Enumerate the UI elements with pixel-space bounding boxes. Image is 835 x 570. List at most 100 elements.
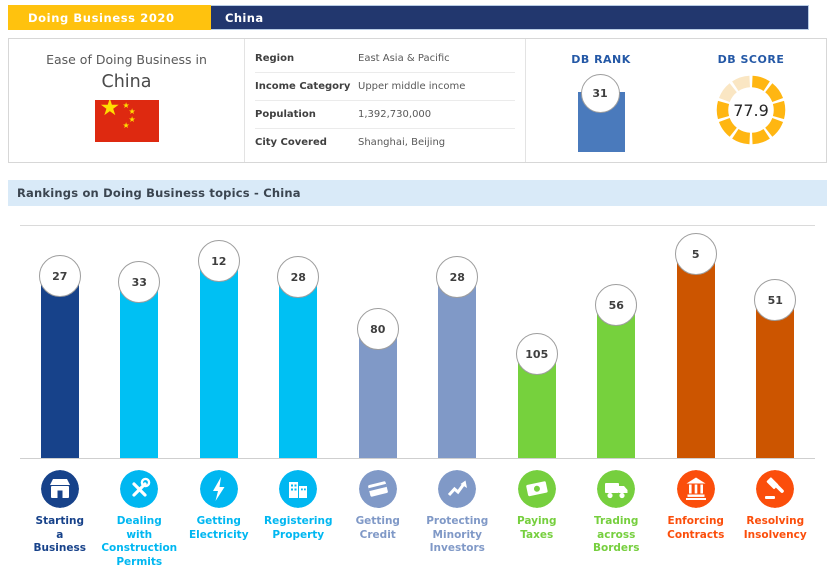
chart-column-getting-credit: 80 [338, 226, 418, 458]
donut-filled-segment [751, 128, 770, 145]
chart-column-dealing-with-construction-permits: 33 [100, 226, 180, 458]
chart-column-trading-across-borders: 56 [577, 226, 657, 458]
topic-label: Paying Taxes [516, 515, 557, 541]
china-flag: ★ ★ ★ ★ ★ [94, 100, 159, 142]
fact-label: Region [255, 53, 295, 64]
donut-filled-segment [751, 75, 770, 92]
economy-facts-table: Region East Asia & Pacific Income Category… [244, 39, 526, 162]
topic-resolving-insolvency[interactable]: Resolving Insolvency [736, 470, 816, 570]
fact-row: Region East Asia & Pacific [255, 45, 515, 73]
economy-summary-card: Ease of Doing Business in China ★ ★ ★ ★ … [8, 38, 827, 163]
credit-card-icon [358, 470, 397, 508]
rank-value-bubble: 105 [515, 333, 558, 375]
chart-column-enforcing-contracts: 5 [656, 226, 736, 458]
bolt-icon [199, 470, 238, 508]
flag-small-star: ★ [122, 121, 130, 130]
chart-column-getting-electricity: 12 [179, 226, 259, 458]
rankings-section-title: Rankings on Doing Business topics - Chin… [17, 186, 301, 200]
tools-icon [120, 470, 159, 508]
topic-enforcing-contracts[interactable]: Enforcing Contracts [656, 470, 736, 570]
product-title: Doing Business 2020 [28, 10, 175, 25]
donut-empty-segment [718, 83, 738, 103]
topic-label: Registering Property [264, 515, 333, 541]
topic-starting-a-business[interactable]: Starting a Business [20, 470, 100, 570]
fact-row: Population 1,392,730,000 [255, 101, 515, 129]
rank-bar [358, 329, 397, 458]
db-rank-chart: DB RANK 31 [526, 39, 676, 162]
fact-value: East Asia & Pacific [358, 53, 450, 64]
rank-bar [676, 254, 715, 458]
rankings-section-header: Rankings on Doing Business topics - Chin… [8, 180, 827, 206]
topic-label: Resolving Insolvency [743, 515, 807, 541]
economy-name: China [101, 72, 152, 92]
fact-label: Population [255, 109, 316, 120]
topic-registering-property[interactable]: Registering Property [259, 470, 339, 570]
db-rank-bar-chart: 31 [577, 74, 625, 152]
header-country: China [225, 10, 264, 25]
rank-value-bubble: 80 [356, 308, 399, 350]
rank-bar [756, 300, 795, 458]
donut-filled-segment [718, 117, 738, 137]
flag-small-star: ★ [128, 107, 136, 116]
fact-value: Shanghai, Beijing [358, 137, 446, 148]
rank-value-bubble: 28 [436, 256, 479, 298]
rank-bar [199, 261, 238, 458]
topic-getting-credit[interactable]: Getting Credit [338, 470, 418, 570]
donut-filled-segment [772, 100, 786, 120]
topic-label: Trading across Borders [593, 515, 640, 555]
topic-getting-electricity[interactable]: Getting Electricity [179, 470, 259, 570]
rank-value-bubble: 28 [277, 256, 320, 298]
fact-label: City Covered [255, 137, 327, 148]
topic-paying-taxes[interactable]: Paying Taxes [497, 470, 577, 570]
product-badge: Doing Business 2020 [8, 5, 211, 30]
ease-of-doing-business-label: Ease of Doing Business in [46, 52, 207, 67]
fact-row: Income Category Upper middle income [255, 73, 515, 101]
chart-column-paying-taxes: 105 [497, 226, 577, 458]
topic-trading-across-borders[interactable]: Trading across Borders [577, 470, 657, 570]
topics-rank-chart: 27 33 12 28 80 28 105 56 5 51 Starting a Business… [20, 225, 815, 570]
flag-big-star: ★ [99, 100, 121, 121]
flag-small-star: ★ [128, 115, 136, 124]
db-score-chart: DB SCORE 77.9 [676, 39, 826, 162]
flag-small-star: ★ [122, 101, 130, 110]
gavel-icon [756, 470, 795, 508]
truck-icon [597, 470, 636, 508]
fact-label: Income Category [255, 81, 351, 92]
report-header: Doing Business 2020 China [8, 5, 809, 30]
topic-dealing-with-construction-permits[interactable]: Dealing with Construction Permits [100, 470, 180, 570]
chart-column-registering-property: 28 [259, 226, 339, 458]
topic-label: Getting Credit [355, 515, 400, 541]
rank-value-bubble: 5 [674, 233, 717, 275]
rank-bar [40, 276, 79, 458]
fact-value: Upper middle income [358, 81, 466, 92]
db-score-donut-ring [716, 75, 786, 145]
topic-label: Protecting Minority Investors [426, 515, 489, 555]
donut-filled-segment [764, 117, 784, 137]
chart-column-protecting-minority-investors: 28 [418, 226, 498, 458]
shop-icon [40, 470, 79, 508]
rank-value-bubble: 12 [197, 240, 240, 282]
topic-label: Starting a Business [33, 515, 86, 555]
db-rank-value: 31 [580, 74, 620, 113]
topic-label: Getting Electricity [188, 515, 249, 541]
chart-plot-area: 27 33 12 28 80 28 105 56 5 51 [20, 226, 815, 459]
rank-value-bubble: 51 [754, 279, 797, 321]
db-score-value: 77.9 [733, 100, 769, 120]
donut-filled-segment [764, 83, 784, 103]
chart-column-starting-a-business: 27 [20, 226, 100, 458]
economy-title-block: Ease of Doing Business in China ★ ★ ★ ★ … [9, 39, 244, 162]
trend-icon [438, 470, 477, 508]
donut-filled-segment [732, 128, 751, 145]
fact-value: 1,392,730,000 [358, 109, 432, 120]
topic-axis: Starting a Business Dealing with Construc… [20, 470, 815, 570]
donut-filled-segment [716, 100, 730, 120]
buildings-icon [279, 470, 318, 508]
rank-value-bubble: 33 [118, 261, 161, 303]
rank-value-bubble: 56 [595, 284, 638, 326]
topic-label: Enforcing Contracts [667, 515, 725, 541]
donut-empty-segment [732, 75, 751, 92]
chart-column-resolving-insolvency: 51 [736, 226, 816, 458]
topic-protecting-minority-investors[interactable]: Protecting Minority Investors [418, 470, 498, 570]
topic-label: Dealing with Construction Permits [101, 515, 178, 568]
db-score-label: DB SCORE [717, 53, 785, 66]
